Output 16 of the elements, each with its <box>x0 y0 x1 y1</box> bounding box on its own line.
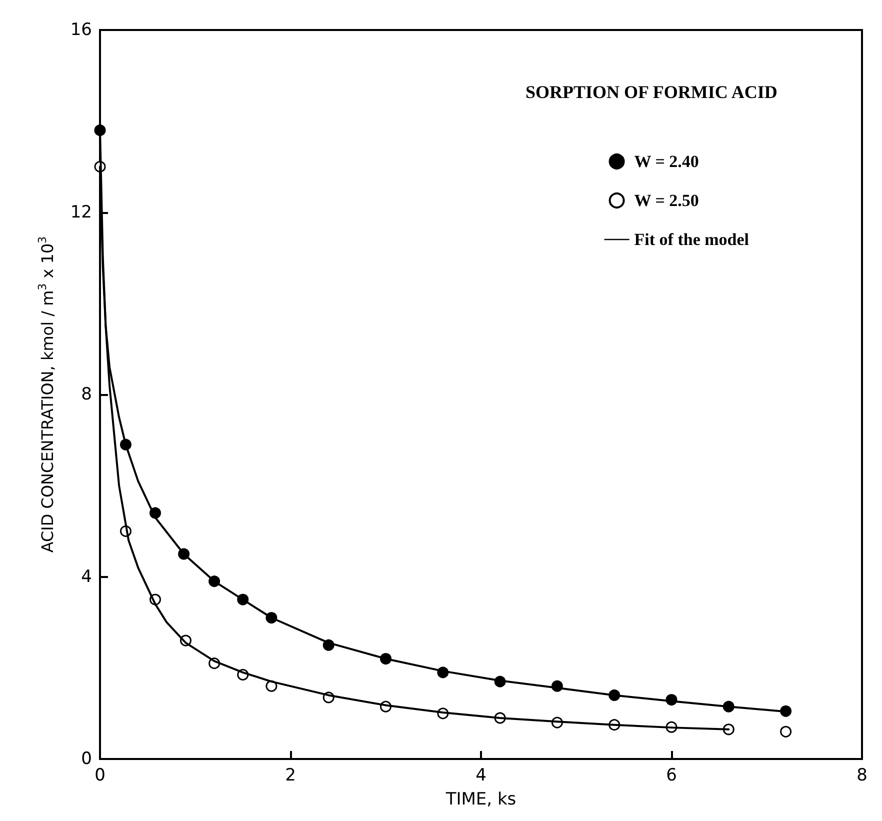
x-axis-title: TIME, ks <box>444 790 516 810</box>
y-tick-label: 4 <box>81 566 92 587</box>
x-tick-label: 0 <box>94 766 106 786</box>
y-tick-label: 0 <box>81 749 92 769</box>
legend-label: Fit of the model <box>634 230 750 249</box>
text: SORPTION OF FORMIC ACID <box>525 82 778 102</box>
y-axis-title: ACID CONCENTRATION, kmol / m3 x 103 <box>36 236 57 553</box>
x-tick-label: 8 <box>856 766 868 786</box>
y-tick-label: 8 <box>81 384 92 404</box>
y-tick-label: 16 <box>70 20 92 40</box>
y-tick-label: 12 <box>70 202 92 222</box>
legend-label: W = 2.40 <box>634 152 699 171</box>
x-tick-label: 4 <box>476 766 486 786</box>
x-tick-label: 6 <box>666 766 677 786</box>
legend-label: W = 2.50 <box>634 191 699 210</box>
x-tick-label: 2 <box>285 766 296 786</box>
